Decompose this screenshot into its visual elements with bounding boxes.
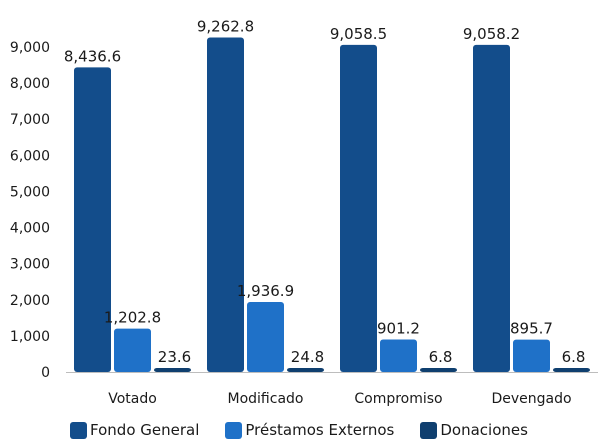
category-label-votado: Votado	[108, 391, 157, 407]
data-label-prestamos-externos-compromiso: 901.2	[377, 319, 420, 337]
data-labels: 8,436.6 1,202.8 23.6 9,262.8 1,936.9 24.8 9,05…	[64, 18, 586, 366]
bar-prestamos-externos-modificado	[247, 302, 284, 372]
bars	[74, 37, 590, 372]
data-label-fondo-general-devengado: 9,058.2	[463, 25, 520, 43]
bar-prestamos-externos-votado	[114, 328, 151, 372]
legend-swatch-prestamos-externos	[225, 421, 243, 439]
data-label-donaciones-compromiso: 6.8	[429, 348, 453, 366]
y-tick-label: 6,000	[10, 148, 50, 164]
data-label-prestamos-externos-votado: 1,202.8	[104, 309, 161, 327]
y-tick-label: 3,000	[10, 257, 50, 273]
bar-donaciones-devengado	[553, 368, 590, 372]
bar-donaciones-votado	[154, 368, 191, 372]
y-tick-label: 2,000	[10, 293, 50, 309]
data-label-prestamos-externos-devengado: 895.7	[510, 320, 553, 338]
data-label-donaciones-modificado: 24.8	[291, 348, 324, 366]
y-axis-ticks: 0 1,000 2,000 3,000 4,000 5,000 6,000 7,000 8,00…	[10, 40, 50, 381]
legend-item-donaciones: Donaciones	[420, 421, 528, 439]
data-label-fondo-general-votado: 8,436.6	[64, 47, 121, 65]
data-label-fondo-general-modificado: 9,262.8	[197, 18, 254, 36]
legend-item-fondo-general: Fondo General	[70, 421, 199, 439]
legend-label-fondo-general: Fondo General	[90, 421, 200, 439]
data-label-donaciones-votado: 23.6	[158, 348, 191, 366]
legend-label-donaciones: Donaciones	[440, 421, 528, 439]
legend-item-prestamos-externos: Préstamos Externos	[225, 421, 394, 439]
legend-swatch-donaciones	[420, 421, 438, 439]
bar-fondo-general-devengado	[473, 44, 510, 372]
y-tick-label: 5,000	[10, 184, 50, 200]
category-label-compromiso: Compromiso	[354, 391, 442, 407]
bar-chart: 0 1,000 2,000 3,000 4,000 5,000 6,000 7,000 8,00…	[10, 18, 598, 407]
legend-label-prestamos-externos: Préstamos Externos	[245, 421, 395, 439]
bar-fondo-general-modificado	[207, 37, 244, 372]
data-label-donaciones-devengado: 6.8	[562, 348, 586, 366]
y-tick-label: 1,000	[10, 329, 50, 345]
category-label-modificado: Modificado	[228, 391, 304, 407]
y-tick-label: 8,000	[10, 76, 50, 92]
y-tick-label: 9,000	[10, 40, 50, 56]
bar-donaciones-compromiso	[420, 368, 457, 372]
legend-swatch-fondo-general	[70, 421, 88, 439]
y-tick-label: 0	[41, 365, 50, 381]
category-labels: Votado Modificado Compromiso Devengado	[108, 391, 571, 407]
bar-prestamos-externos-compromiso	[380, 339, 417, 372]
category-label-devengado: Devengado	[491, 391, 571, 407]
bar-prestamos-externos-devengado	[513, 339, 550, 372]
y-tick-label: 7,000	[10, 112, 50, 128]
bar-fondo-general-compromiso	[340, 44, 377, 372]
bar-fondo-general-votado	[74, 67, 111, 372]
y-tick-label: 4,000	[10, 221, 50, 237]
bar-donaciones-modificado	[287, 368, 324, 372]
data-label-fondo-general-compromiso: 9,058.5	[330, 25, 387, 43]
data-label-prestamos-externos-modificado: 1,936.9	[237, 282, 294, 300]
legend: Fondo General Préstamos Externos Donacio…	[0, 416, 598, 444]
